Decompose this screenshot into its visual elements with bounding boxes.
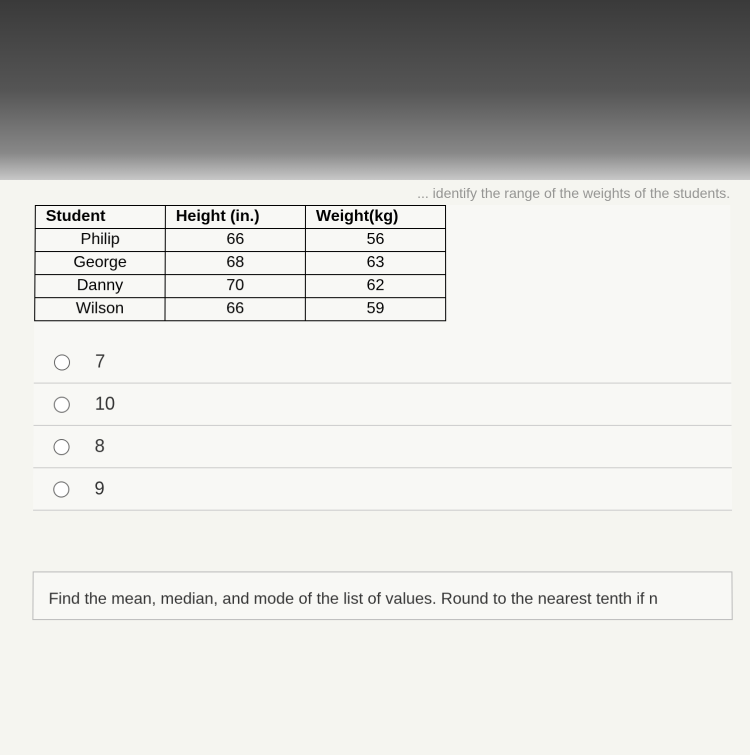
question-content: Student Height (in.) Weight(kg) Philip 6… xyxy=(33,205,732,511)
option-row[interactable]: 8 xyxy=(33,426,731,468)
cell-student: Danny xyxy=(35,275,165,298)
option-row[interactable]: 10 xyxy=(34,384,732,426)
screen-content: ... identify the range of the weights of… xyxy=(0,180,750,755)
cell-height: 66 xyxy=(165,298,305,321)
next-question-text: Find the mean, median, and mode of the l… xyxy=(49,591,658,608)
header-weight: Weight(kg) xyxy=(305,205,445,228)
option-row[interactable]: 7 xyxy=(34,341,731,383)
table-row: Danny 70 62 xyxy=(35,275,446,298)
cell-height: 70 xyxy=(165,275,305,298)
cell-height: 68 xyxy=(165,252,305,275)
option-label: 8 xyxy=(95,436,105,457)
cell-weight: 56 xyxy=(305,229,445,252)
cell-student: Wilson xyxy=(35,298,165,321)
option-label: 7 xyxy=(95,351,105,372)
cell-height: 66 xyxy=(165,229,305,252)
table-row: Philip 66 56 xyxy=(35,229,446,252)
cell-weight: 63 xyxy=(305,252,445,275)
header-student: Student xyxy=(35,205,165,228)
table-header-row: Student Height (in.) Weight(kg) xyxy=(35,205,445,228)
table-row: Wilson 66 59 xyxy=(35,298,446,321)
table-row: George 68 63 xyxy=(35,252,446,275)
cell-weight: 59 xyxy=(305,298,445,321)
option-label: 10 xyxy=(95,394,115,415)
data-table: Student Height (in.) Weight(kg) Philip 6… xyxy=(34,205,446,321)
cell-student: Philip xyxy=(35,229,165,252)
option-label: 9 xyxy=(94,478,104,499)
cell-weight: 62 xyxy=(305,275,445,298)
header-height: Height (in.) xyxy=(165,205,305,228)
partial-question-text: ... identify the range of the weights of… xyxy=(417,185,730,201)
answer-options: 7 10 8 9 xyxy=(33,341,732,510)
radio-icon[interactable] xyxy=(53,481,69,497)
dark-top-area xyxy=(0,0,750,180)
radio-icon[interactable] xyxy=(53,439,69,455)
cell-student: George xyxy=(35,252,165,275)
radio-icon[interactable] xyxy=(54,396,70,412)
radio-icon[interactable] xyxy=(54,354,70,370)
next-question-box: Find the mean, median, and mode of the l… xyxy=(32,571,732,620)
option-row[interactable]: 9 xyxy=(33,468,732,510)
